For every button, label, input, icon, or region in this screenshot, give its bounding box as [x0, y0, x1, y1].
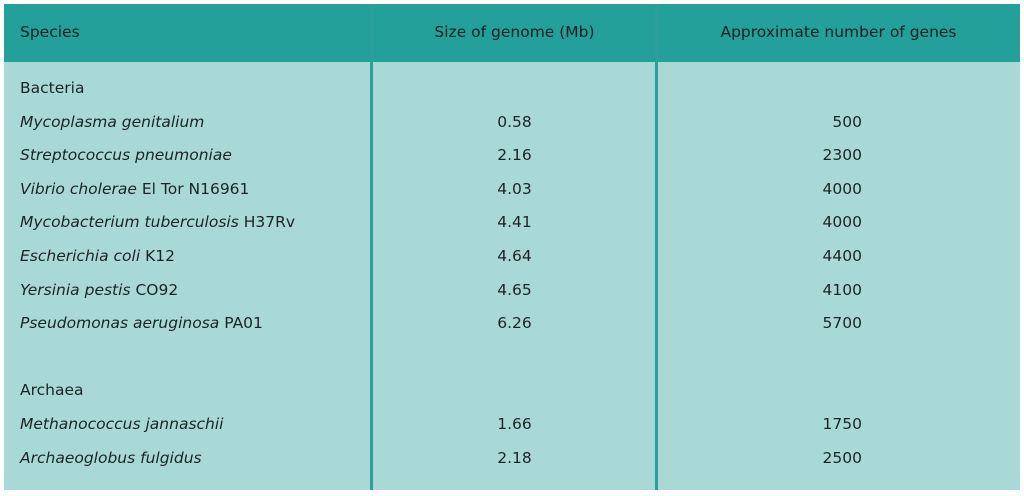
- gene-count: 1750: [822, 415, 862, 433]
- species-name: Methanococcus jannaschii: [20, 415, 224, 433]
- species-name: Mycobacterium tuberculosis: [20, 213, 239, 232]
- genome-size: 1.66: [497, 415, 532, 433]
- species-name: Yersinia pestis: [20, 280, 131, 299]
- header-cell: Species: [20, 23, 80, 41]
- strain-name: CO92: [135, 280, 179, 299]
- group-label: Archaea: [20, 381, 84, 400]
- genome-size: 4.64: [497, 247, 532, 265]
- genome-size: 2.16: [497, 146, 532, 165]
- strain-name: El Tor N16961: [141, 179, 250, 198]
- genome-size: 6.26: [497, 314, 532, 333]
- genome-size: 0.58: [497, 112, 532, 131]
- genome-size: 4.41: [497, 213, 532, 232]
- species-cell: Yersinia pestis CO92: [20, 281, 178, 299]
- species-name: Streptococcus pneumoniae: [20, 146, 232, 165]
- gene-count: 5700: [822, 314, 862, 333]
- gene-count: 4100: [822, 280, 862, 299]
- gene-count: 4000: [822, 213, 862, 232]
- column-divider: [370, 4, 373, 490]
- genome-size: 2.18: [497, 448, 532, 467]
- gene-count: 500: [832, 112, 862, 131]
- table-body: [4, 62, 1020, 490]
- header-cell: Size of genome (Mb): [434, 23, 595, 41]
- group-label: Bacteria: [20, 79, 85, 97]
- species-name: Vibrio cholerae: [20, 179, 137, 198]
- genome-size: 4.65: [497, 280, 532, 299]
- species-cell: Vibrio cholerae El Tor N16961: [20, 180, 249, 198]
- strain-name: PA01: [224, 314, 263, 333]
- species-cell: Pseudomonas aeruginosa PA01: [20, 314, 263, 332]
- strain-name: H37Rv: [243, 213, 296, 232]
- strain-name: K12: [145, 247, 175, 265]
- species-cell: Mycobacterium tuberculosis H37Rv: [20, 213, 295, 231]
- genome-size: 4.03: [497, 179, 532, 198]
- species-name: Pseudomonas aeruginosa: [20, 314, 220, 333]
- species-name: Mycoplasma genitalium: [20, 112, 205, 131]
- species-cell: Methanococcus jannaschii: [20, 415, 223, 433]
- gene-count: 4000: [822, 179, 862, 198]
- species-cell: Escherichia coli K12: [20, 247, 175, 265]
- species-name: Archaeoglobus fulgidus: [20, 448, 202, 467]
- gene-count: 2300: [822, 146, 862, 165]
- column-divider: [655, 4, 658, 490]
- header-row: [4, 4, 1020, 62]
- species-name: Escherichia coli: [20, 247, 141, 265]
- species-cell: Streptococcus pneumoniae: [20, 146, 232, 164]
- species-cell: Mycoplasma genitalium: [20, 113, 204, 131]
- gene-count: 2500: [822, 448, 862, 467]
- header-cell: Approximate number of genes: [720, 23, 957, 41]
- species-cell: Archaeoglobus fulgidus: [20, 449, 202, 467]
- gene-count: 4400: [822, 247, 862, 265]
